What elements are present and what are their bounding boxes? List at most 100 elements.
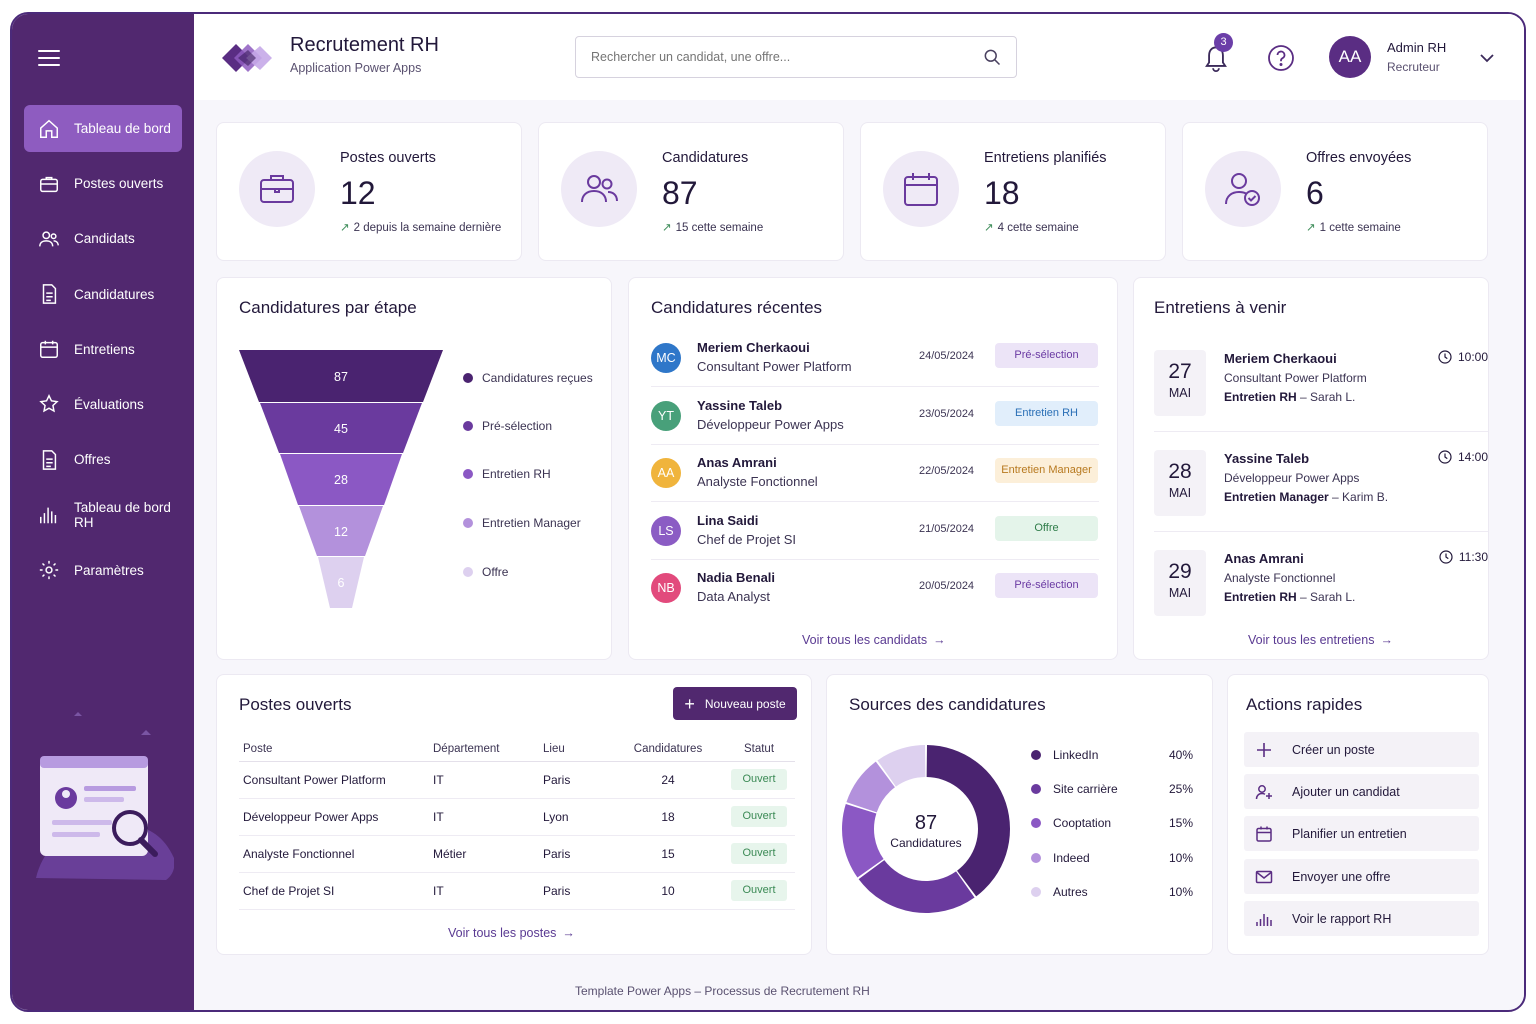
source-legend-item: LinkedIn 40%: [1031, 748, 1193, 762]
quick-actions-title: Actions rapides: [1246, 695, 1363, 714]
user-check-icon: [1225, 173, 1260, 206]
view-all-candidates-link[interactable]: Voir tous les candidats →: [802, 633, 946, 647]
sidebar-item-label: Paramètres: [74, 562, 144, 578]
donut-slice-3: [846, 761, 895, 813]
trend-up-icon: ↗: [340, 222, 350, 234]
gear-icon: [39, 560, 59, 580]
interview-type: Entretien Manager – Karim B.: [1224, 490, 1389, 504]
briefcase-icon: [40, 176, 58, 192]
position-location: Paris: [543, 872, 613, 910]
sidebar-item-postes-ouverts[interactable]: Postes ouverts: [24, 160, 182, 207]
calendar-icon: [904, 173, 938, 206]
status-badge: Ouvert: [731, 769, 787, 790]
recent-application-row[interactable]: YT Yassine Taleb Développeur Power Apps …: [651, 388, 1099, 445]
users-icon: [39, 231, 59, 247]
mail-icon: [1255, 870, 1273, 883]
recent-application-row[interactable]: MC Meriem Cherkaoui Consultant Power Pla…: [651, 330, 1099, 387]
sidebar: Tableau de bord Postes ouverts Candidats…: [12, 14, 194, 1010]
funnel-label-4: 6: [338, 576, 345, 590]
sidebar-item-tableau-de-bord-rh[interactable]: Tableau de bord RH: [24, 491, 182, 538]
candidate-role: Consultant Power Platform: [697, 359, 852, 374]
help-icon[interactable]: [1267, 44, 1295, 72]
bar-chart-icon: [1256, 913, 1272, 926]
app-subtitle: Application Power Apps: [290, 61, 422, 75]
interview-role: Développeur Power Apps: [1224, 471, 1360, 485]
document-icon: [42, 284, 57, 304]
kpi-delta: ↗ 2 depuis la semaine dernière: [340, 222, 502, 234]
footer-text: Template Power Apps – Processus de Recru…: [575, 984, 870, 998]
recent-application-row[interactable]: AA Anas Amrani Analyste Fonctionnel 22/0…: [651, 445, 1099, 502]
table-row[interactable]: Développeur Power Apps IT Lyon 18 Ouvert: [239, 798, 795, 836]
interview-row[interactable]: 29 MAI Anas Amrani Analyste Fonctionnel …: [1154, 538, 1488, 636]
chevron-down-icon[interactable]: [1479, 52, 1495, 64]
sidebar-item-parametres[interactable]: Paramètres: [24, 547, 182, 594]
application-date: 20/05/2024: [919, 580, 975, 592]
sidebar-item-label: Offres: [74, 452, 111, 468]
sidebar-item-tableau-de-bord[interactable]: Tableau de bord: [24, 105, 182, 152]
sidebar-nav: Tableau de bord Postes ouverts Candidats…: [24, 105, 182, 602]
new-position-button[interactable]: + Nouveau poste: [673, 687, 797, 720]
funnel-stage-1: [260, 403, 422, 453]
bar-chart-icon: [40, 507, 57, 524]
positions-title: Postes ouverts: [239, 695, 352, 714]
recent-application-row[interactable]: NB Nadia Benali Data Analyst 20/05/2024 …: [651, 560, 1099, 617]
funnel-label-0: 87: [334, 370, 348, 384]
sidebar-item-offres[interactable]: Offres: [24, 436, 182, 483]
source-label: Indeed: [1053, 850, 1090, 865]
open-positions-card: Postes ouverts + Nouveau poste Poste Dépa…: [216, 674, 812, 955]
table-row[interactable]: Chef de Projet SI IT Paris 10 Ouvert: [239, 872, 795, 910]
table-row[interactable]: Analyste Fonctionnel Métier Paris 15 Ouv…: [239, 835, 795, 873]
candidate-role: Data Analyst: [697, 589, 770, 604]
legend-dot: [463, 518, 473, 528]
table-row[interactable]: Consultant Power Platform IT Paris 24 Ou…: [239, 761, 795, 799]
arrow-right-icon: →: [562, 926, 575, 940]
quick-action-view-report[interactable]: Voir le rapport RH: [1244, 901, 1479, 936]
legend-item: Pré-sélection: [463, 419, 552, 433]
sidebar-item-candidats[interactable]: Candidats: [24, 215, 182, 262]
recent-applications-card: Candidatures récentes MC Meriem Cherkaou…: [628, 277, 1118, 660]
interview-row[interactable]: 27 MAI Meriem Cherkaoui Consultant Power…: [1154, 338, 1488, 436]
row-divider: [1154, 531, 1488, 532]
quick-actions-card: Actions rapides Créer un poste Ajouter u…: [1227, 674, 1489, 955]
quick-action-add-candidate[interactable]: Ajouter un candidat: [1244, 774, 1479, 809]
interview-date: 29 MAI: [1154, 550, 1206, 616]
source-percent: 15%: [1168, 816, 1193, 831]
interview-candidate: Yassine Taleb: [1224, 451, 1310, 466]
search-input[interactable]: [575, 36, 1017, 78]
legend-item: Candidatures reçues: [463, 371, 593, 385]
source-percent: 10%: [1168, 850, 1193, 865]
column-header: Lieu: [543, 737, 613, 762]
position-applications: 24: [613, 761, 723, 799]
kpi-icon-circle: [239, 151, 315, 227]
search-icon[interactable]: [982, 47, 1002, 67]
sidebar-item-entretiens[interactable]: Entretiens: [24, 326, 182, 373]
donut-total-label: Candidatures: [890, 836, 961, 850]
quick-action-schedule-interview[interactable]: Planifier un entretien: [1244, 816, 1479, 851]
funnel-stage-4: [318, 557, 364, 608]
sidebar-item-candidatures[interactable]: Candidatures: [24, 271, 182, 318]
menu-icon[interactable]: [38, 50, 60, 66]
position-applications: 10: [613, 872, 723, 910]
view-all-interviews-link[interactable]: Voir tous les entretiens →: [1248, 633, 1393, 647]
quick-action-send-offer[interactable]: Envoyer une offre: [1244, 859, 1479, 894]
quick-action-create-position[interactable]: Créer un poste: [1244, 732, 1479, 767]
view-all-positions-link[interactable]: Voir tous les postes →: [448, 926, 575, 940]
candidate-name: Anas Amrani: [697, 455, 777, 470]
sidebar-item-evaluations[interactable]: Évaluations: [24, 381, 182, 428]
sidebar-item-label: Tableau de bord RH: [74, 499, 171, 530]
interview-day: 28: [1168, 460, 1192, 483]
notification-badge: 3: [1214, 33, 1233, 52]
interview-row[interactable]: 28 MAI Yassine Taleb Développeur Power A…: [1154, 438, 1488, 536]
funnel-title: Candidatures par étape: [239, 298, 417, 317]
source-legend-item: Indeed 10%: [1031, 851, 1193, 865]
kpi-card-offres: Offres envoyées 6 ↗ 1 cette semaine: [1182, 122, 1488, 261]
position-department: IT: [433, 761, 543, 799]
kpi-label: Entretiens planifiés: [984, 150, 1107, 166]
users-icon: [581, 175, 618, 203]
legend-dot: [463, 421, 473, 431]
interview-date: 27 MAI: [1154, 350, 1206, 416]
user-avatar[interactable]: AA: [1329, 36, 1371, 78]
status-cell: Ouvert: [723, 835, 795, 873]
legend-dot: [1031, 886, 1041, 897]
recent-application-row[interactable]: LS Lina Saidi Chef de Projet SI 21/05/20…: [651, 503, 1099, 560]
